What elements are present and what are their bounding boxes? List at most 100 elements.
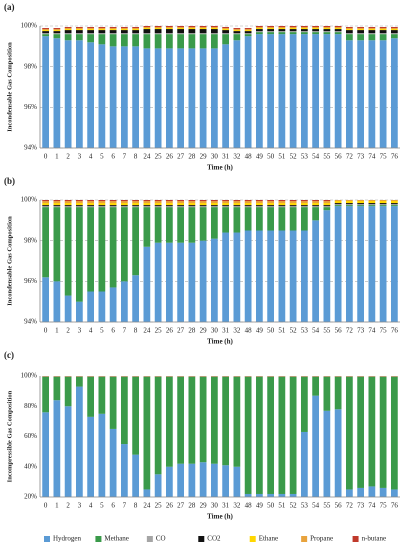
x-tick-label: 6 <box>111 502 115 510</box>
bar-segment <box>177 201 184 204</box>
bar-segment <box>143 203 151 206</box>
bar-segment <box>166 48 173 148</box>
bar-segment <box>211 29 218 34</box>
bar-segment <box>244 36 252 148</box>
bar-segment <box>312 28 319 30</box>
bar-segment <box>289 493 297 497</box>
bar-segment <box>323 207 331 211</box>
x-tick-label: 6 <box>111 153 115 161</box>
bar-segment <box>64 28 72 30</box>
bar-segment <box>312 395 319 497</box>
bar-segment <box>368 34 376 41</box>
bar-segment <box>391 200 398 202</box>
bar-segment <box>154 48 162 148</box>
bar-segment <box>334 206 342 322</box>
bar-segment <box>233 40 241 148</box>
x-tick-label: 54 <box>312 502 320 510</box>
bar-segment <box>312 220 319 322</box>
bar-segment <box>233 201 241 204</box>
bar-segment <box>267 29 274 32</box>
bar-segment <box>267 28 274 30</box>
bar-segment <box>199 206 207 208</box>
bar-segment <box>346 204 353 206</box>
bar-segment <box>199 48 207 148</box>
x-tick-label: 75 <box>380 153 388 161</box>
bar-segment <box>368 376 376 487</box>
bar-segment <box>278 203 286 206</box>
bar-segment <box>154 205 162 207</box>
bar-segment <box>289 376 297 494</box>
bar-segment <box>87 200 94 202</box>
legend-swatch <box>301 536 308 542</box>
bar-segment <box>199 462 207 497</box>
bar-segment <box>256 28 263 30</box>
x-tick-label: 50 <box>267 327 275 335</box>
bar-segment <box>346 489 353 497</box>
bar-segment <box>188 29 196 34</box>
bar-segment <box>256 203 263 206</box>
bar-segment <box>301 205 308 207</box>
x-tick-label: 26 <box>166 153 174 161</box>
bar-segment <box>301 230 308 322</box>
bar-segment <box>391 204 398 206</box>
bar-segment <box>42 206 49 208</box>
bar-segment <box>267 205 274 207</box>
y-tick-label: 60% <box>24 432 37 440</box>
bar-segment <box>289 31 297 33</box>
bar-segment <box>109 287 117 322</box>
bar-segment <box>379 203 387 205</box>
bar-segment <box>109 206 117 208</box>
bar-segment <box>53 400 61 497</box>
bar-segment <box>357 204 364 206</box>
bar-segment <box>301 201 308 204</box>
bar-segment <box>368 33 376 35</box>
bar-segment <box>53 207 61 282</box>
bar-segment <box>64 205 72 207</box>
x-tick-label: 51 <box>278 327 286 335</box>
bar-segment <box>64 29 72 31</box>
x-tick-label: 31 <box>222 502 230 510</box>
legend-swatch <box>44 536 50 542</box>
x-tick-label: 52 <box>290 327 298 335</box>
bar-segment <box>76 376 83 387</box>
bar-segment <box>256 493 263 497</box>
bar-segment <box>177 48 184 148</box>
bar-segment <box>87 376 94 417</box>
bar-segment <box>76 386 83 497</box>
x-tick-label: 49 <box>256 502 264 510</box>
x-tick-label: 28 <box>188 327 196 335</box>
bar-segment <box>391 30 398 34</box>
bar-segment <box>244 34 252 37</box>
bar-segment <box>379 206 387 322</box>
bar-segment <box>177 34 184 49</box>
bar-segment <box>143 200 151 202</box>
bar-segment <box>87 27 94 29</box>
bar-segment <box>76 206 83 208</box>
bar-segment <box>391 205 398 207</box>
bar-segment <box>42 31 49 34</box>
bar-segment <box>346 200 353 202</box>
x-tick-label: 32 <box>233 153 241 161</box>
bar-segment <box>278 206 286 208</box>
x-tick-label: 7 <box>123 153 127 161</box>
bar-segment <box>154 29 162 34</box>
x-tick-label: 49 <box>256 153 264 161</box>
bar-segment <box>166 466 173 497</box>
bar-segment <box>132 207 139 276</box>
bar-segment <box>222 203 229 206</box>
bar-segment <box>323 28 331 30</box>
bar-segment <box>222 44 229 148</box>
bar-segment <box>166 26 173 28</box>
bar-segment <box>267 201 274 204</box>
bar-segment <box>64 295 72 322</box>
bar-segment <box>278 493 286 497</box>
bar-segment <box>334 31 342 33</box>
bar-segment <box>188 27 196 29</box>
bar-segment <box>53 31 61 34</box>
bar-segment <box>368 30 376 34</box>
bar-segment <box>166 27 173 29</box>
bar-segment <box>199 26 207 28</box>
bar-segment <box>312 200 319 202</box>
x-tick-label: 72 <box>346 327 354 335</box>
bar-segment <box>323 26 331 28</box>
